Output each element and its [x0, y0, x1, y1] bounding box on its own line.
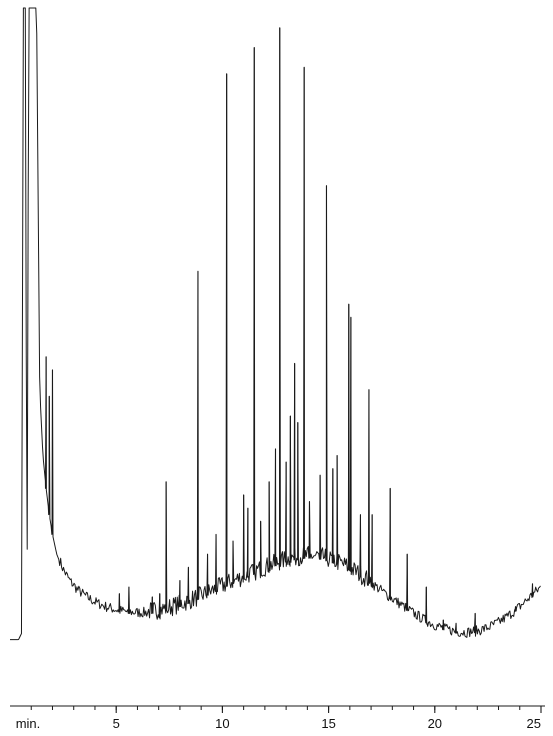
x-axis: 5 10 15 20 25 min.	[10, 705, 545, 731]
x-tick-label: 10	[215, 716, 229, 731]
x-axis-ticks: 5 10 15 20 25	[30, 706, 542, 731]
x-axis-unit-label: min.	[16, 716, 41, 731]
x-tick-label: 20	[428, 716, 442, 731]
x-tick-label: 25	[527, 716, 541, 731]
plot-area	[10, 7, 541, 641]
x-tick-label: 15	[321, 716, 335, 731]
x-tick-label: 5	[113, 716, 120, 731]
